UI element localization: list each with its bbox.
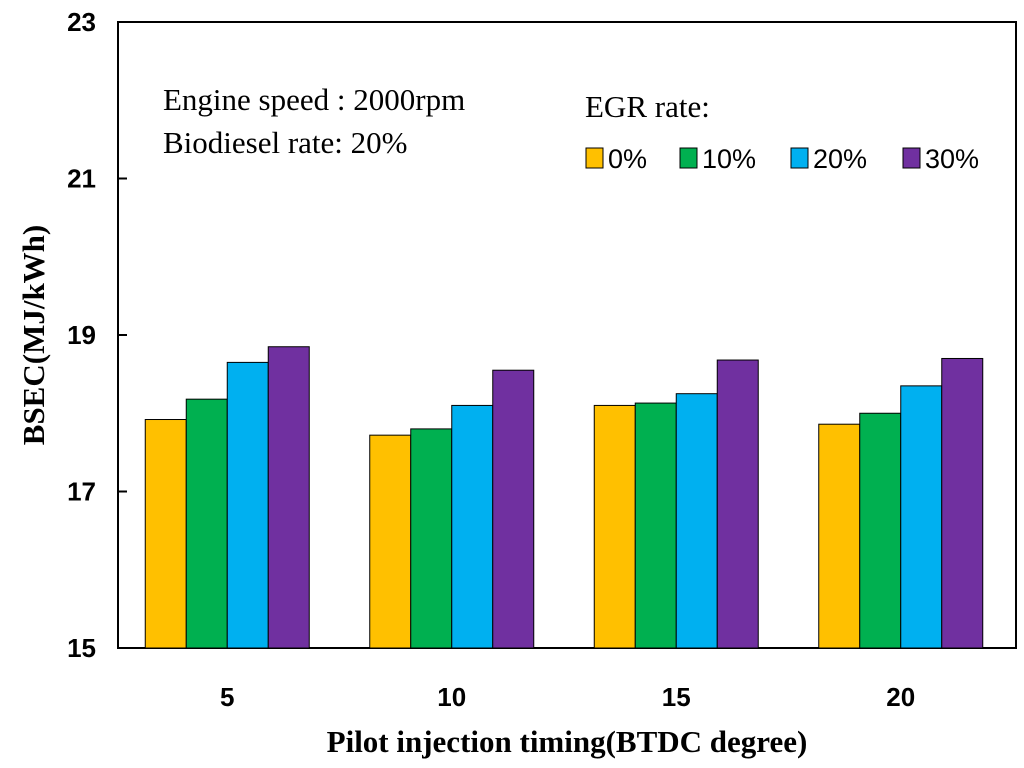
x-tick-label: 20 [886, 682, 915, 712]
x-tick-label: 5 [220, 682, 234, 712]
bar-20pct-10 [451, 404, 494, 649]
x-axis: 5 10 15 20 [220, 682, 915, 712]
legend-swatch [679, 147, 698, 169]
legend-label: 20% [813, 144, 867, 174]
bar-0pct-10 [369, 434, 412, 649]
bar-0pct-5 [144, 419, 187, 649]
y-axis-title: BSEC(MJ/kWh) [16, 225, 51, 445]
bar-0pct-15 [593, 404, 636, 649]
bars-group [144, 346, 984, 649]
legend: EGR rate: 0% 10% 20% 30% [585, 89, 979, 174]
y-tick-label: 23 [67, 7, 96, 37]
bar-10pct-20 [859, 412, 902, 649]
legend-label: 30% [925, 144, 979, 174]
bar-30pct-20 [941, 357, 984, 649]
legend-title: EGR rate: [585, 89, 710, 124]
bar-10pct-10 [410, 428, 453, 649]
legend-items: 0% 10% 20% 30% [585, 144, 979, 174]
y-tick-label: 19 [67, 320, 96, 350]
bar-20pct-15 [675, 393, 718, 649]
bar-0pct-20 [818, 423, 861, 649]
y-tick-label: 15 [67, 633, 96, 663]
legend-label: 0% [608, 144, 647, 174]
legend-swatch [902, 147, 921, 169]
bar-20pct-20 [900, 385, 943, 649]
annotation-engine-speed: Engine speed : 2000rpm [163, 82, 465, 117]
bar-30pct-5 [267, 346, 310, 649]
bar-20pct-5 [226, 361, 269, 649]
legend-label: 10% [702, 144, 756, 174]
y-tick-label: 17 [67, 477, 96, 507]
legend-swatch [585, 147, 604, 169]
bar-10pct-15 [634, 402, 677, 649]
x-axis-title: Pilot injection timing(BTDC degree) [327, 724, 808, 759]
legend-swatch [790, 147, 809, 169]
y-tick-label: 21 [67, 164, 96, 194]
bar-10pct-5 [185, 398, 228, 649]
x-tick-label: 10 [437, 682, 466, 712]
bar-30pct-10 [492, 369, 535, 649]
y-axis: 15 17 19 21 23 [67, 7, 127, 663]
bar-30pct-15 [716, 359, 759, 649]
annotation-biodiesel-rate: Biodiesel rate: 20% [163, 125, 408, 160]
x-tick-label: 15 [662, 682, 691, 712]
